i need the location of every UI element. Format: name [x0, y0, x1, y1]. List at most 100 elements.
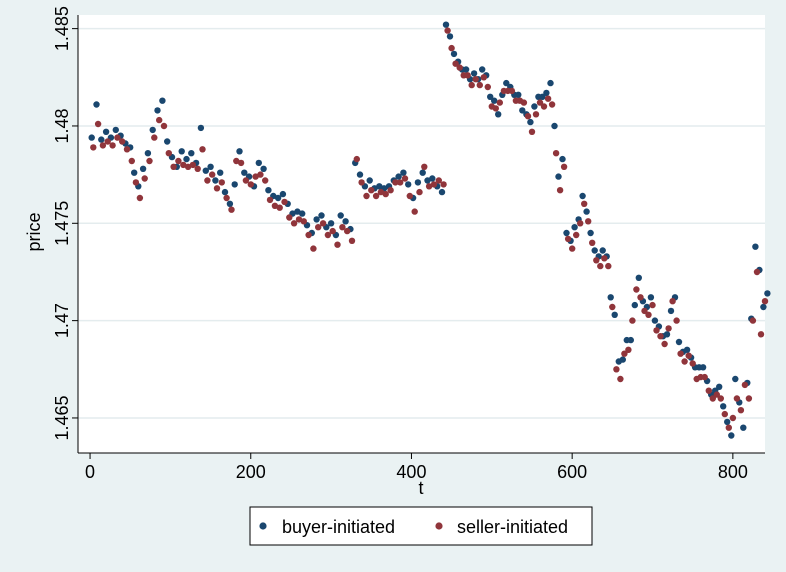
seller-point	[556, 187, 564, 194]
buyer-point	[313, 216, 320, 223]
seller-point	[329, 227, 336, 235]
buyer-point	[551, 122, 558, 130]
buyer-point	[450, 50, 458, 58]
seller-point	[189, 161, 197, 169]
seller-point	[94, 120, 102, 128]
seller-point	[123, 146, 131, 153]
seller-point	[737, 407, 745, 414]
seller-point	[387, 187, 394, 194]
buyer-point	[547, 79, 554, 87]
seller-point	[252, 173, 259, 180]
seller-point	[741, 381, 749, 389]
gridlines	[78, 27, 765, 419]
seller-point	[339, 224, 346, 231]
buyer-point	[527, 118, 534, 126]
seller-point	[300, 218, 307, 225]
buyer-point	[164, 138, 171, 145]
seller-point	[218, 179, 225, 186]
seller-point	[577, 220, 584, 227]
buyer-point	[294, 208, 301, 215]
seller-point	[609, 303, 616, 311]
x-axis-title: t	[418, 478, 423, 498]
x-tick-label: 400	[396, 462, 426, 482]
seller-point	[204, 177, 211, 184]
seller-point	[401, 175, 409, 182]
seller-point	[629, 317, 636, 324]
seller-point	[661, 340, 668, 348]
seller-point	[170, 163, 177, 170]
legend-marker-seller	[435, 522, 443, 530]
buyer-point	[491, 97, 498, 104]
buyer-point	[635, 274, 642, 281]
y-axis-title: price	[24, 212, 44, 251]
buyer-point	[102, 128, 110, 135]
seller-point	[593, 257, 600, 264]
seller-point	[689, 360, 696, 367]
seller-point	[597, 262, 604, 270]
seller-point	[677, 350, 684, 357]
buyer-point	[555, 173, 562, 180]
seller-point	[276, 204, 283, 211]
seller-point	[334, 241, 341, 248]
buyer-point	[414, 179, 422, 186]
seller-point	[271, 202, 279, 209]
buyer-point	[571, 224, 578, 231]
buyer-point	[531, 103, 538, 110]
legend-label-buyer: buyer-initiated	[282, 517, 395, 537]
buyer-point	[519, 107, 526, 114]
legend-box	[249, 506, 593, 546]
seller-point	[669, 298, 676, 305]
seller-point	[653, 327, 660, 334]
seller-point	[411, 208, 418, 215]
legend-label-seller: seller-initiated	[457, 517, 568, 537]
buyer-point	[274, 194, 282, 202]
seller-point	[247, 181, 254, 188]
seller-point	[548, 101, 556, 108]
seller-point	[358, 179, 365, 186]
buyer-point	[366, 177, 373, 184]
seller-point	[223, 194, 230, 202]
seller-point	[430, 181, 438, 188]
buyer-point	[149, 126, 156, 134]
buyer-point	[226, 200, 234, 207]
buyer-point	[231, 181, 238, 188]
seller-point	[560, 163, 568, 170]
buyer-point	[591, 247, 598, 254]
buyer-point	[607, 294, 614, 301]
buyer-point	[159, 97, 166, 104]
seller-point	[701, 373, 708, 381]
buyer-point	[188, 150, 195, 157]
seller-point	[194, 165, 201, 172]
seller-point	[601, 255, 608, 262]
seller-point	[657, 333, 664, 340]
seller-point	[377, 188, 385, 196]
seller-point	[363, 192, 370, 200]
buyer-point	[356, 171, 364, 178]
y-axis-ticks: 1.465 1.47 1.475 1.48 1.485	[52, 6, 78, 440]
buyer-point	[144, 150, 152, 157]
seller-point	[209, 171, 216, 178]
seller-point	[725, 424, 732, 431]
seller-point	[564, 235, 572, 243]
seller-point	[589, 239, 596, 246]
seller-point	[520, 99, 528, 106]
buyer-point	[442, 21, 450, 28]
seller-point	[425, 183, 433, 190]
buyer-point	[675, 338, 683, 346]
seller-point	[528, 128, 536, 135]
buyer-point	[88, 134, 95, 141]
buyer-point	[429, 175, 436, 182]
seller-point	[757, 331, 765, 338]
seller-point	[536, 99, 544, 106]
buyer-point	[760, 303, 767, 311]
seller-point	[397, 179, 404, 186]
buyer-point	[631, 301, 638, 309]
seller-point	[637, 294, 644, 301]
buyer-point	[683, 346, 691, 353]
seller-point	[305, 231, 312, 239]
y-tick-label: 1.485	[52, 6, 72, 51]
seller-point	[673, 317, 680, 324]
buyer-point	[299, 210, 306, 217]
